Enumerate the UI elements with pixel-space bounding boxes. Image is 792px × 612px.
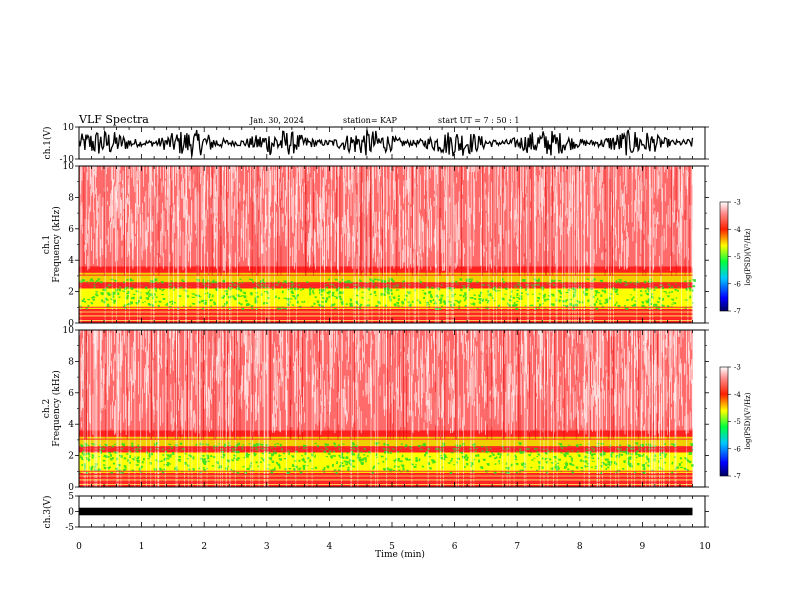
y-tick-label: -5 — [65, 523, 74, 533]
ch1-colorbar-scale — [719, 201, 729, 312]
x-tick-label: 1 — [139, 542, 145, 552]
colorbar-tick-label: -6 — [734, 445, 741, 453]
date-label: Jan. 30, 2024 — [249, 116, 304, 125]
colorbar-tick-label: -5 — [734, 253, 741, 261]
band-3khz — [79, 272, 693, 283]
ch1-waveform-panel: 10 -10 — [60, 123, 709, 165]
station-label: station= KAP — [343, 116, 398, 125]
y-tick-label: 2 — [68, 288, 74, 298]
x-tick-label: 10 — [699, 542, 711, 552]
y-tick-label: 5 — [68, 492, 74, 502]
ch1-waveform-trace — [78, 129, 694, 157]
band-1-2khz — [79, 452, 693, 473]
ch1-waveform-ylabel: ch.1(V) — [42, 127, 53, 160]
y-tick-label: 10 — [63, 123, 75, 133]
colorbar-tick-label: -3 — [734, 364, 741, 372]
ch2-colorbar: -3 -4 -5 -6 -7 log(PSD)(V²/Hz) — [719, 364, 752, 481]
y-tick-label: 6 — [68, 389, 74, 399]
ch3-waveform-panel: 5 0 -5 — [65, 492, 709, 533]
colorbar-tick-label: -7 — [734, 308, 741, 316]
colorbar-tick-label: -4 — [734, 391, 741, 399]
ch3-waveform-ylabel: ch.3(V) — [42, 496, 53, 529]
start-time-label: start UT = 7 : 50 : 1 — [438, 116, 519, 125]
band-3khz — [79, 436, 693, 447]
colorbar-tick-label: -5 — [734, 418, 741, 426]
x-tick-label: 0 — [76, 542, 82, 552]
x-tick-label: 6 — [452, 542, 458, 552]
figure-title: VLF Spectra — [78, 113, 149, 126]
y-tick-label: 0 — [68, 508, 74, 518]
sferic-spikes — [84, 330, 669, 440]
x-tick-label: 7 — [514, 542, 520, 552]
ch2-spectrogram-ylabel-line-0: ch.2 — [42, 399, 52, 418]
x-axis-label: Time (min) — [375, 549, 425, 560]
x-tick-label: 5 — [389, 542, 395, 552]
colorbar-tick-label: -6 — [734, 280, 741, 288]
x-tick-label: 4 — [327, 542, 333, 552]
y-tick-label: 2 — [68, 452, 74, 462]
y-tick-label: 6 — [68, 225, 74, 235]
y-tick-label: 4 — [68, 256, 74, 266]
ch2-spectrogram-panel: 0 2 4 6 8 10 — [63, 326, 709, 493]
ch3-waveform-trace — [79, 507, 693, 516]
ch2-colorbar-scale — [719, 366, 729, 477]
y-tick-label: 10 — [63, 326, 75, 336]
ch1-spectrogram-ylabel-line-1: Frequency (kHz) — [51, 206, 62, 283]
y-tick-label: 0 — [68, 319, 74, 329]
colorbar-tick-label: -3 — [734, 199, 741, 207]
x-tick-label: 3 — [264, 542, 270, 552]
ch1-spectrogram-panel: 0 2 4 6 8 10 — [63, 162, 709, 329]
y-tick-label: 10 — [63, 162, 75, 172]
y-tick-label: 0 — [68, 483, 74, 493]
y-tick-label: 4 — [68, 420, 74, 430]
ch2-spectrogram-ylabel-line-1: Frequency (kHz) — [51, 370, 62, 447]
y-tick-label: 8 — [68, 193, 74, 203]
y-tick-label: 8 — [68, 357, 74, 367]
colorbar-tick-label: -4 — [734, 226, 741, 234]
ch1-spectrogram-ylabel-line-0: ch.1 — [42, 235, 52, 254]
colorbar-tick-label: -7 — [734, 473, 741, 481]
x-tick-label: 9 — [640, 542, 646, 552]
sferic-spikes — [83, 166, 690, 276]
ch1-colorbar-label: log(PSD)(V²/Hz) — [744, 228, 752, 285]
ch1-colorbar: -3 -4 -5 -6 -7 log(PSD)(V²/Hz) — [719, 199, 752, 316]
y-tick-label: -10 — [60, 155, 75, 165]
x-tick-label: 2 — [201, 542, 207, 552]
x-tick-label: 8 — [577, 542, 583, 552]
ch2-colorbar-label: log(PSD)(V²/Hz) — [744, 392, 752, 449]
